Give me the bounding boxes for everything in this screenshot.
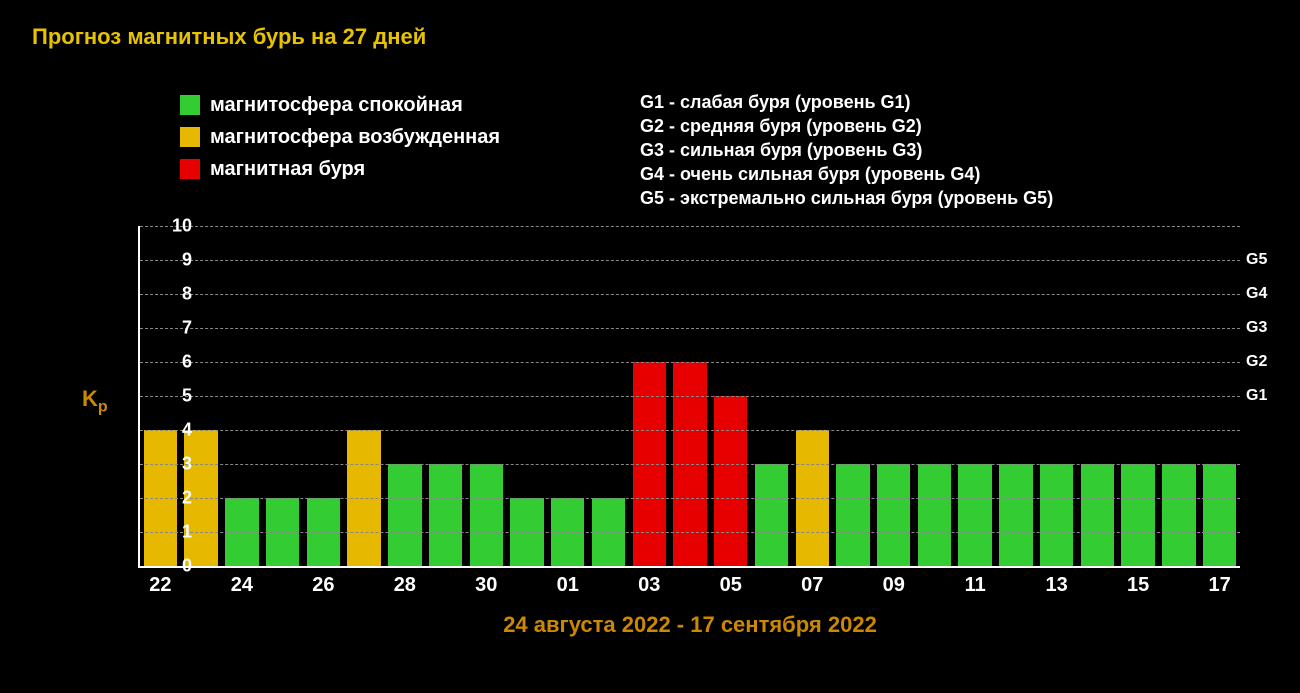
legend-item: магнитосфера спокойная [180, 90, 500, 120]
bar [999, 464, 1032, 566]
y-tick-label: 4 [152, 420, 192, 441]
bar [714, 396, 747, 566]
bar [877, 464, 910, 566]
legend-categories: магнитосфера спокойнаямагнитосфера возбу… [180, 90, 500, 186]
gridline [140, 328, 1240, 329]
g-level-description: G3 - сильная буря (уровень G3) [640, 138, 1053, 162]
x-tick-label: 30 [475, 574, 497, 597]
g-level-description: G2 - средняя буря (уровень G2) [640, 114, 1053, 138]
right-axis-g-label: G1 [1246, 387, 1267, 405]
y-tick-label: 7 [152, 318, 192, 339]
bar [1121, 464, 1154, 566]
legend-label: магнитная буря [210, 154, 365, 184]
x-tick-label: 17 [1209, 574, 1231, 597]
x-tick-label: 26 [312, 574, 334, 597]
x-tick-label: 28 [394, 574, 416, 597]
right-axis-g-label: G2 [1246, 353, 1267, 371]
legend-item: магнитосфера возбужденная [180, 122, 500, 152]
x-tick-label: 13 [1046, 574, 1068, 597]
bar [958, 464, 991, 566]
bar [1081, 464, 1114, 566]
x-axis-label: 24 августа 2022 - 17 сентября 2022 [140, 612, 1240, 638]
bar [755, 464, 788, 566]
y-tick-label: 3 [152, 454, 192, 475]
bar [836, 464, 869, 566]
x-tick-label: 09 [883, 574, 905, 597]
y-axis-label: Kp [82, 386, 108, 416]
g-level-description: G5 - экстремально сильная буря (уровень … [640, 186, 1053, 210]
bar [1203, 464, 1236, 566]
gridline [140, 532, 1240, 533]
legend-g-levels: G1 - слабая буря (уровень G1)G2 - средня… [640, 90, 1053, 210]
legend-item: магнитная буря [180, 154, 500, 184]
right-axis-g-label: G5 [1246, 251, 1267, 269]
right-axis-g-label: G3 [1246, 319, 1267, 337]
g-level-description: G4 - очень сильная буря (уровень G4) [640, 162, 1053, 186]
g-level-description: G1 - слабая буря (уровень G1) [640, 90, 1053, 114]
legend-swatch [180, 95, 200, 115]
x-tick-label: 24 [231, 574, 253, 597]
y-tick-label: 10 [152, 216, 192, 237]
chart-container: магнитосфера спокойнаямагнитосфера возбу… [80, 90, 1250, 650]
right-axis-g-label: G4 [1246, 285, 1267, 303]
gridline [140, 498, 1240, 499]
y-tick-label: 2 [152, 488, 192, 509]
x-tick-label: 15 [1127, 574, 1149, 597]
gridline [140, 464, 1240, 465]
y-tick-label: 6 [152, 352, 192, 373]
legend-swatch [180, 159, 200, 179]
x-tick-label: 03 [638, 574, 660, 597]
x-tick-label: 01 [557, 574, 579, 597]
bar [1162, 464, 1195, 566]
legend-label: магнитосфера возбужденная [210, 122, 500, 152]
bar [1040, 464, 1073, 566]
gridline [140, 294, 1240, 295]
bar [429, 464, 462, 566]
y-tick-label: 1 [152, 522, 192, 543]
gridline [140, 396, 1240, 397]
x-tick-label: 07 [801, 574, 823, 597]
page-title: Прогноз магнитных бурь на 27 дней [0, 0, 1300, 50]
x-tick-label: 11 [965, 574, 986, 597]
legend-swatch [180, 127, 200, 147]
gridline [140, 226, 1240, 227]
gridline [140, 430, 1240, 431]
y-tick-label: 9 [152, 250, 192, 271]
x-tick-label: 22 [149, 574, 171, 597]
bar [918, 464, 951, 566]
y-tick-label: 5 [152, 386, 192, 407]
bar [470, 464, 503, 566]
y-tick-label: 8 [152, 284, 192, 305]
x-tick-label: 05 [720, 574, 742, 597]
plot-area: Kp 24 августа 2022 - 17 сентября 2022 01… [138, 226, 1240, 568]
gridline [140, 362, 1240, 363]
bar [388, 464, 421, 566]
legend-label: магнитосфера спокойная [210, 90, 463, 120]
gridline [140, 260, 1240, 261]
